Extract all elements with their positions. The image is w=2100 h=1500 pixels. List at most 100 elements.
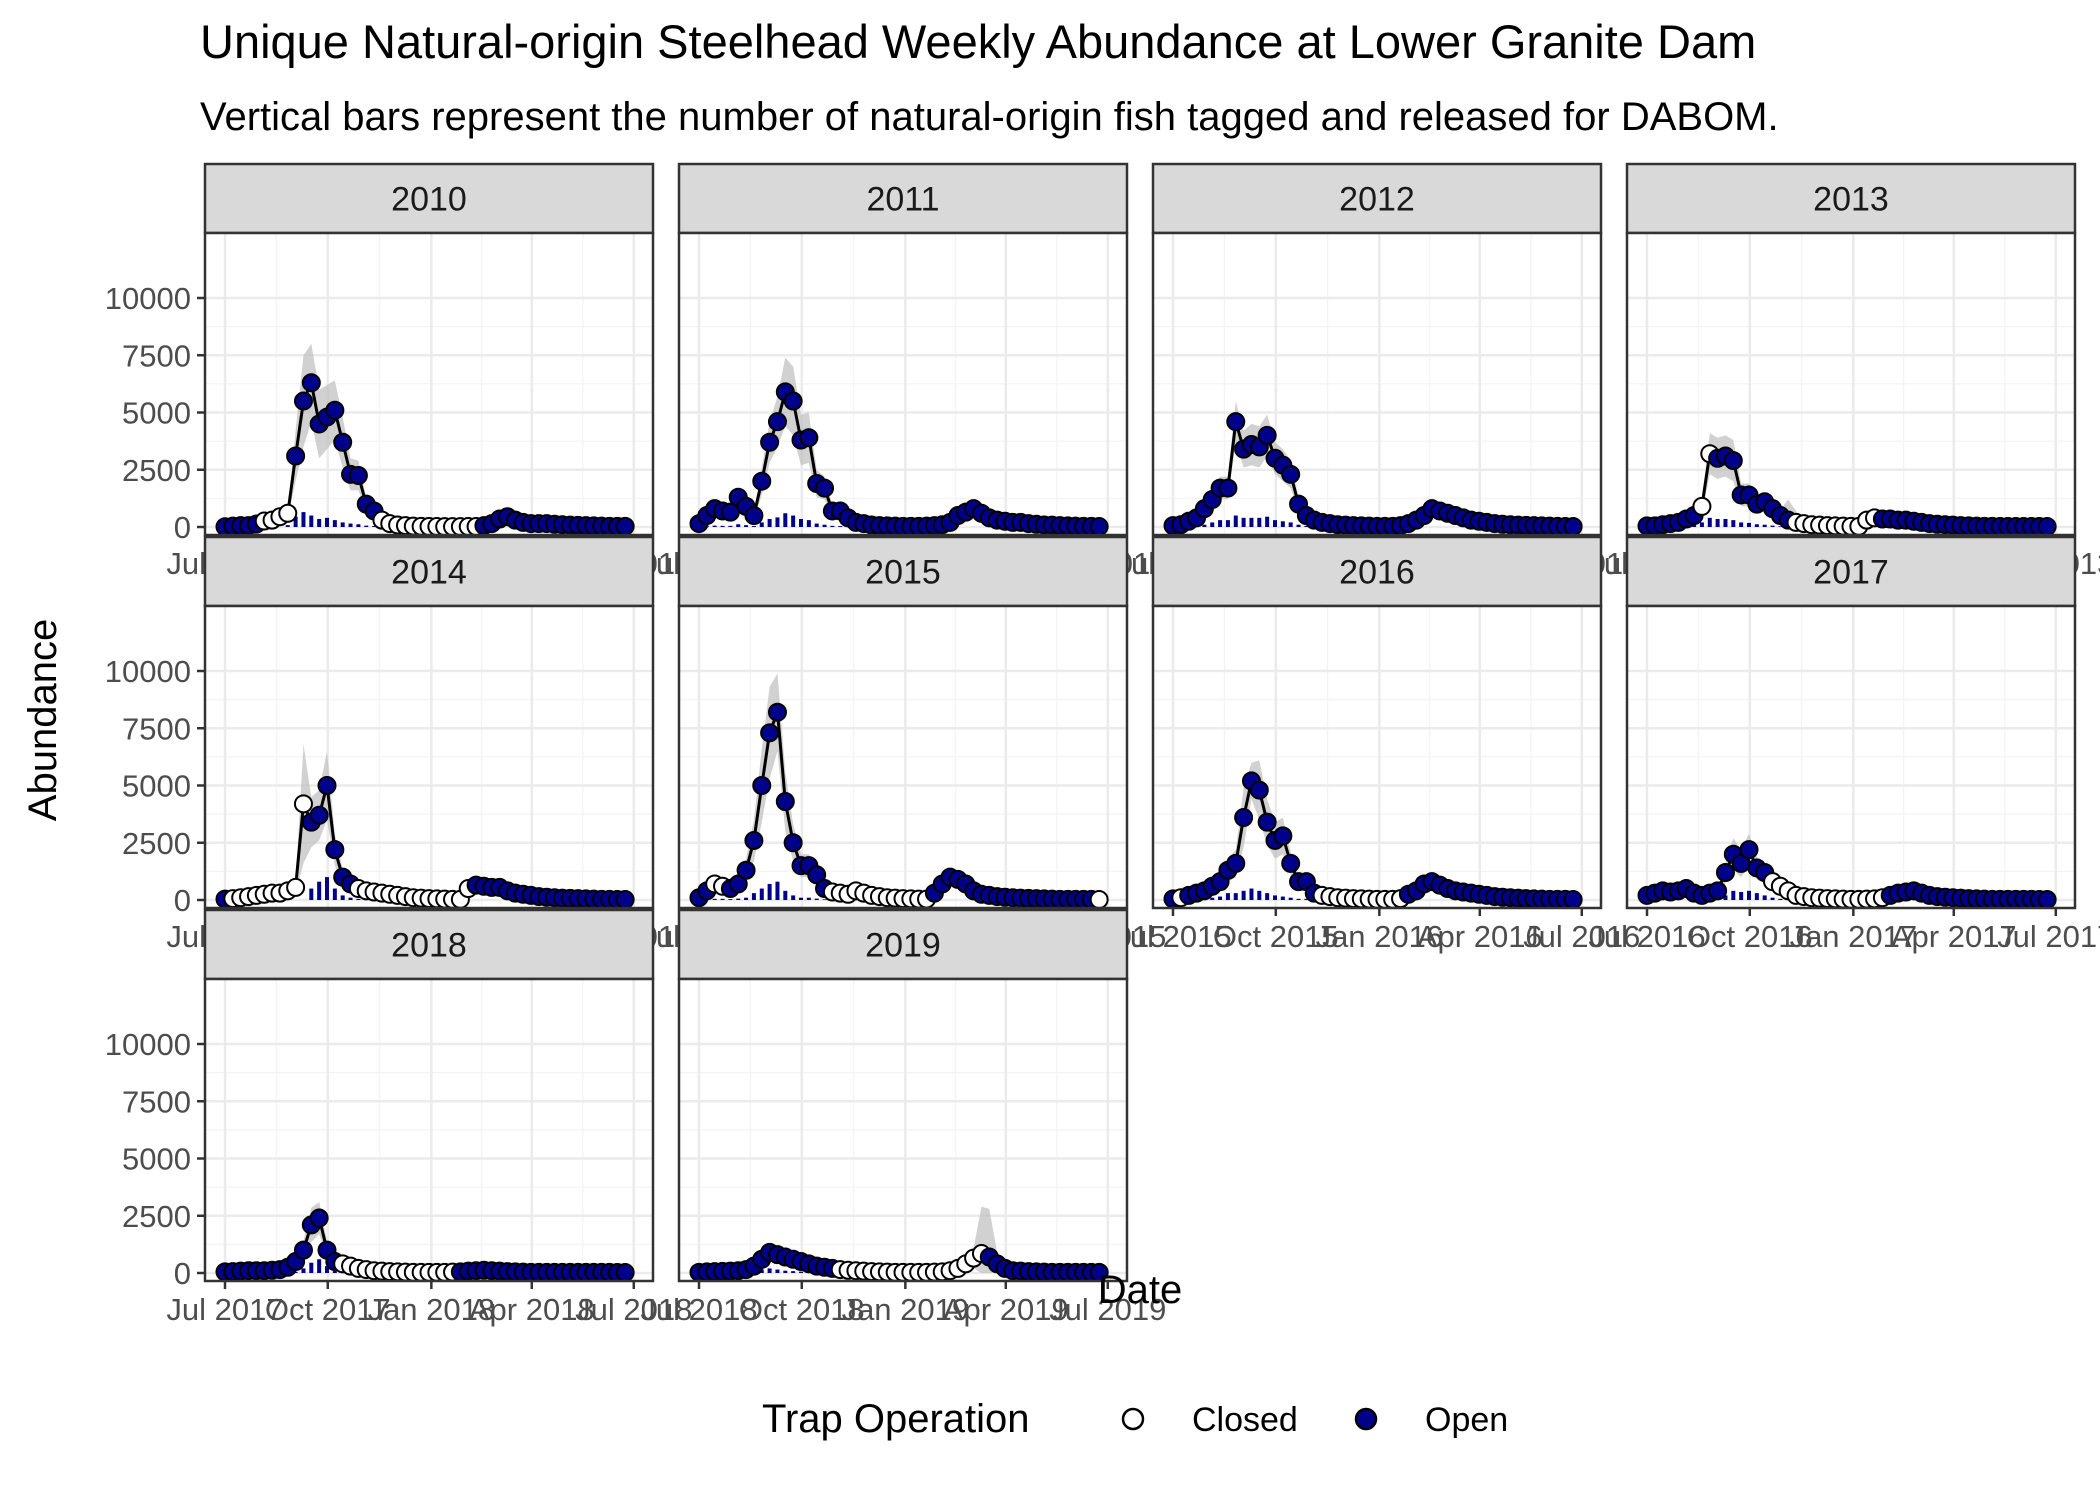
tagged-bar xyxy=(1762,524,1767,527)
data-point-open xyxy=(767,702,787,722)
tagged-bar xyxy=(775,881,780,900)
tagged-bar xyxy=(822,899,827,900)
data-point-open xyxy=(775,792,795,812)
tagged-bar xyxy=(317,1259,322,1273)
tagged-bar xyxy=(1257,517,1262,527)
tagged-bar xyxy=(1296,898,1301,900)
data-point-open xyxy=(783,833,803,853)
tagged-bar xyxy=(1280,521,1285,527)
x-tick-label: Apr 2017 xyxy=(1891,919,2017,954)
chart-title: Unique Natural-origin Steelhead Weekly A… xyxy=(200,15,1756,68)
data-point-open xyxy=(1234,808,1254,828)
x-tick-label: Apr 2018 xyxy=(469,1292,595,1327)
tagged-bar xyxy=(1288,522,1293,527)
data-point-open xyxy=(799,428,819,448)
tagged-bar xyxy=(364,525,369,527)
tagged-bar xyxy=(348,897,353,900)
data-point-closed xyxy=(278,503,298,523)
tagged-bar xyxy=(806,520,811,527)
data-point-open xyxy=(317,776,337,795)
tagged-bar xyxy=(1754,893,1759,900)
tagged-bar xyxy=(751,526,756,527)
data-point-open xyxy=(1563,517,1583,537)
data-point-open xyxy=(752,776,772,795)
tagged-bar xyxy=(1225,893,1230,900)
data-point-open xyxy=(1708,881,1728,901)
data-point-open xyxy=(760,432,780,452)
data-point-open xyxy=(348,465,368,485)
tagged-bar xyxy=(814,523,819,527)
confidence-ribbon xyxy=(1173,401,1574,527)
tagged-bar xyxy=(1304,898,1309,900)
tagged-bar xyxy=(372,526,377,527)
data-point-open xyxy=(1281,853,1301,873)
strip-label: 2019 xyxy=(865,927,941,965)
x-tick-label: Jul 2019 xyxy=(1049,1292,1166,1327)
tagged-bar xyxy=(1225,520,1230,527)
x-tick-label: Jan 2019 xyxy=(842,1292,970,1327)
legend-entry-closed: Closed xyxy=(1121,1401,1298,1439)
tagged-bar xyxy=(301,1268,306,1273)
data-point-open xyxy=(744,506,764,526)
y-tick-label: 10000 xyxy=(105,1027,191,1062)
tagged-bar xyxy=(1249,888,1254,900)
y-tick-label: 10000 xyxy=(105,281,191,316)
x-tick-label: Jul 2015 xyxy=(1114,919,1231,954)
panel-border xyxy=(203,231,655,537)
tagged-bar xyxy=(325,1266,329,1273)
tagged-bar xyxy=(736,898,741,900)
tagged-bar xyxy=(712,525,717,527)
tagged-bar xyxy=(822,524,827,527)
data-point-closed xyxy=(286,877,306,897)
tagged-bar xyxy=(1723,518,1728,527)
tagged-bar xyxy=(1218,520,1223,527)
confidence-ribbon xyxy=(225,1202,626,1273)
y-tick-label: 7500 xyxy=(122,711,191,746)
tagged-bar xyxy=(301,512,306,527)
y-tick-label: 7500 xyxy=(122,338,191,373)
tagged-bar xyxy=(1249,517,1254,527)
tagged-bar xyxy=(799,518,803,527)
data-point-open xyxy=(286,446,306,466)
strip-label: 2013 xyxy=(1813,181,1889,219)
panel-border xyxy=(677,604,1129,910)
data-point-closed xyxy=(1692,496,1712,516)
x-tick-label: Oct 2016 xyxy=(1687,919,1813,954)
tagged-bar xyxy=(1296,524,1301,527)
tagged-bar xyxy=(1762,895,1767,900)
tagged-bar xyxy=(791,1271,796,1273)
strip-2011 xyxy=(677,162,1129,235)
tagged-bar xyxy=(1233,893,1238,900)
tagged-bar xyxy=(720,898,725,900)
tagged-bar xyxy=(1218,896,1223,900)
tagged-bar xyxy=(1770,525,1775,527)
tagged-bar xyxy=(1288,897,1293,900)
y-tick-label: 10000 xyxy=(105,654,191,689)
y-tick-label: 5000 xyxy=(122,1142,191,1177)
tagged-bar xyxy=(1707,517,1712,527)
x-axis-title: Date xyxy=(1098,1268,1183,1312)
tagged-bar xyxy=(1210,522,1215,527)
tagged-bar xyxy=(1699,522,1704,527)
data-point-open xyxy=(309,805,329,825)
x-tick-label: Jul 2017 xyxy=(1997,919,2100,954)
x-tick-label: Jul 2018 xyxy=(575,1292,692,1327)
panel-border xyxy=(203,977,655,1283)
tagged-bar xyxy=(348,523,353,527)
panel-border xyxy=(677,231,1129,537)
tagged-bar xyxy=(783,1270,788,1273)
tagged-bar xyxy=(1273,895,1277,900)
data-point-open xyxy=(1226,412,1246,432)
legend-key-open xyxy=(1354,1407,1378,1431)
y-tick-label: 7500 xyxy=(122,1084,191,1119)
tagged-bar xyxy=(332,888,337,900)
data-point-open xyxy=(1257,425,1277,445)
data-point-open xyxy=(1273,826,1293,846)
x-tick-label: Jul 2018 xyxy=(640,1292,757,1327)
data-point-closed xyxy=(1089,890,1109,910)
x-tick-label: Jul 2016 xyxy=(1523,919,1640,954)
chart-subtitle: Vertical bars represent the number of na… xyxy=(200,95,1779,139)
